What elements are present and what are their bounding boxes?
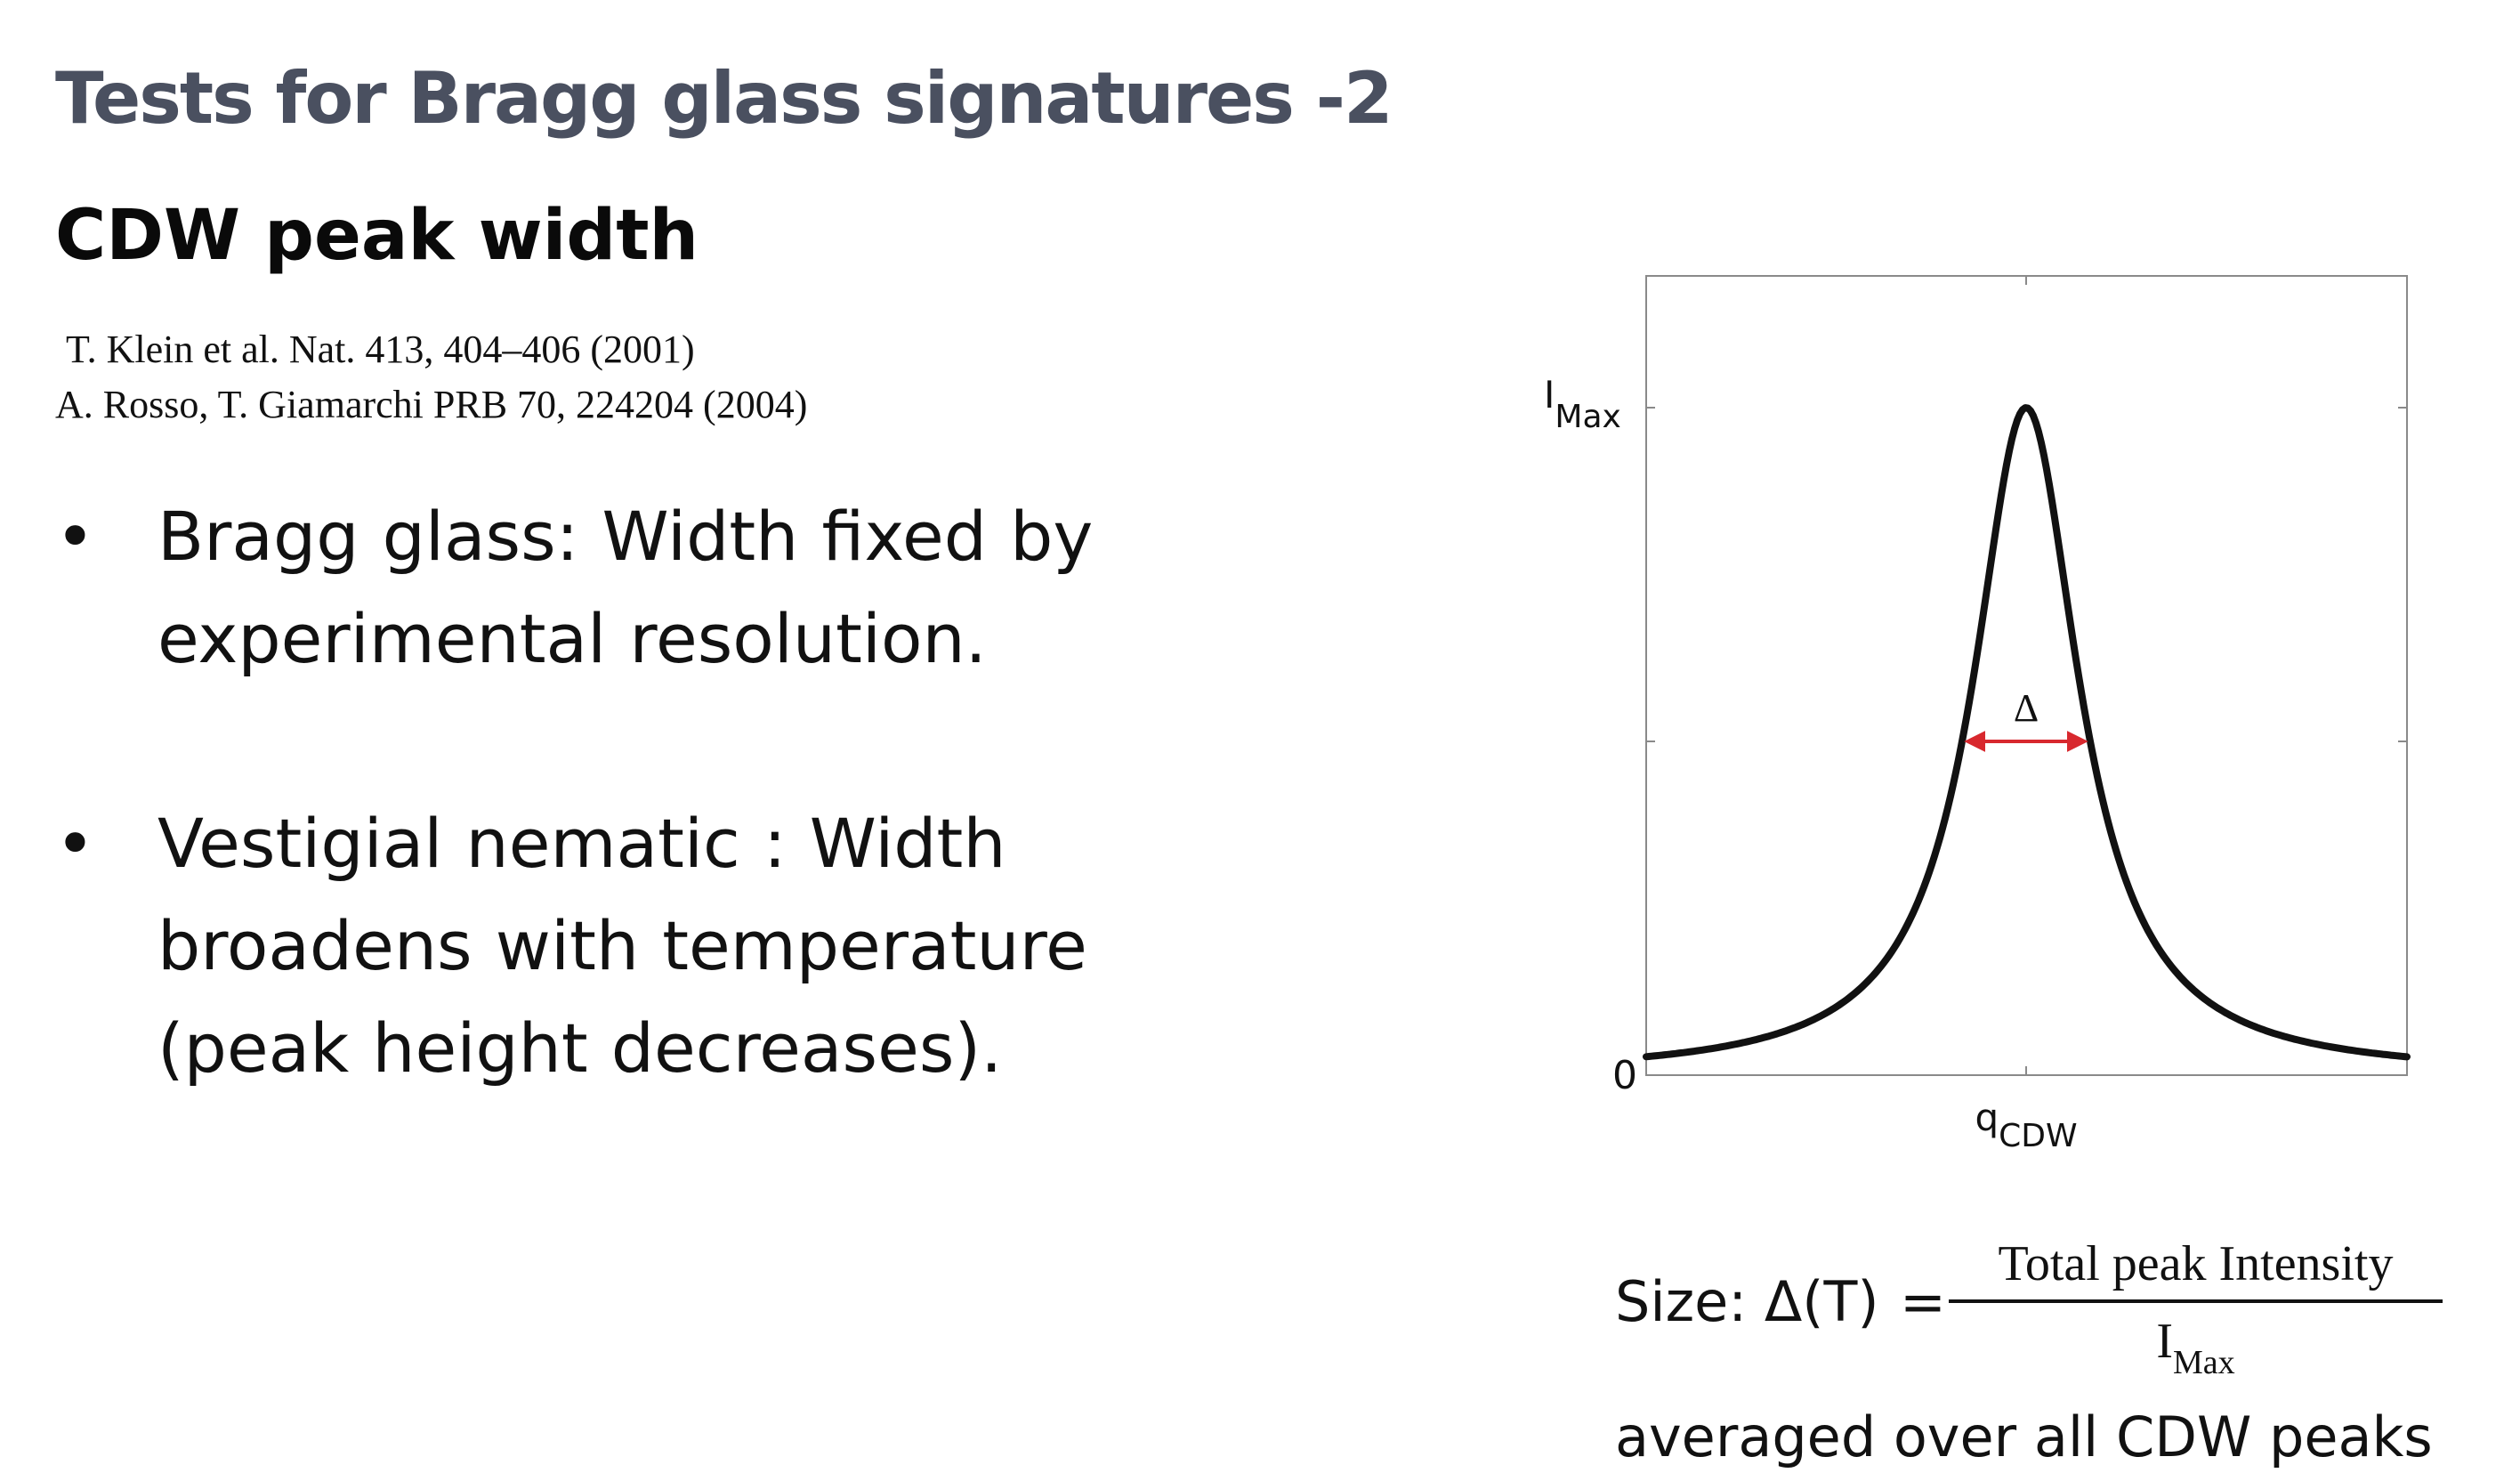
y-axis-label-sub: Max: [1555, 399, 1620, 435]
formula-denominator-sub: Max: [2173, 1344, 2235, 1381]
fraction-bar: [1949, 1299, 2443, 1303]
bullet-text-bragg-glass: Bragg glass: Width fixed by experimental…: [158, 497, 1094, 678]
reference-rosso-giamarchi: A. Rosso, T. Giamarchi PRB 70, 224204 (2…: [55, 383, 808, 426]
y-axis-label-imax: IMax: [1544, 373, 1621, 435]
references: T. Klein et al. Nat. 413, 404–406 (2001)…: [55, 322, 807, 433]
bullet-marker: •: [55, 804, 95, 883]
bullet-item-vestigial-nematic: • Vestigial nematic : Width broadens wit…: [55, 792, 1123, 1099]
y-axis-zero-label: 0: [1612, 1053, 1637, 1098]
reference-klein: T. Klein et al. Nat. 413, 404–406 (2001): [66, 328, 695, 371]
x-axis-label-qcdw: qCDW: [1975, 1096, 2077, 1154]
peak-figure: Δ IMax 0 qCDW: [1513, 249, 2447, 1184]
bullet-marker: •: [55, 497, 95, 576]
plot-frame: [1645, 275, 2408, 1076]
peak-plot: Δ IMax 0 qCDW: [1544, 275, 2411, 1154]
size-formula: Size: Δ(T) = Total peak Intensity IMax: [1615, 1233, 2505, 1381]
bullet-list: • Bragg glass: Width fixed by experiment…: [55, 485, 1123, 1099]
peak-curve: [1643, 404, 2411, 1061]
width-label: Δ: [2014, 686, 2039, 730]
x-axis-label-main: q: [1975, 1096, 1999, 1139]
averaging-note: averaged over all CDW peaks: [1615, 1404, 2433, 1469]
formula-denominator-main: I: [2156, 1314, 2173, 1369]
bullet-text-vestigial-nematic: Vestigial nematic : Width broadens with …: [158, 804, 1087, 1088]
formula-fraction: Total peak Intensity IMax: [1949, 1233, 2443, 1381]
x-axis-label-sub: CDW: [1999, 1118, 2077, 1154]
formula-lhs: Size: Δ(T): [1615, 1269, 1879, 1334]
y-axis-label-main: I: [1544, 373, 1555, 417]
formula-numerator: Total peak Intensity: [1998, 1236, 2394, 1291]
slide-title: Tests for Bragg glass signatures -2: [55, 57, 1393, 140]
bullet-item-bragg-glass: • Bragg glass: Width fixed by experiment…: [55, 485, 1123, 690]
section-subtitle: CDW peak width: [55, 196, 699, 276]
formula-denominator: IMax: [1949, 1310, 2443, 1381]
formula-equals: =: [1900, 1269, 1946, 1334]
